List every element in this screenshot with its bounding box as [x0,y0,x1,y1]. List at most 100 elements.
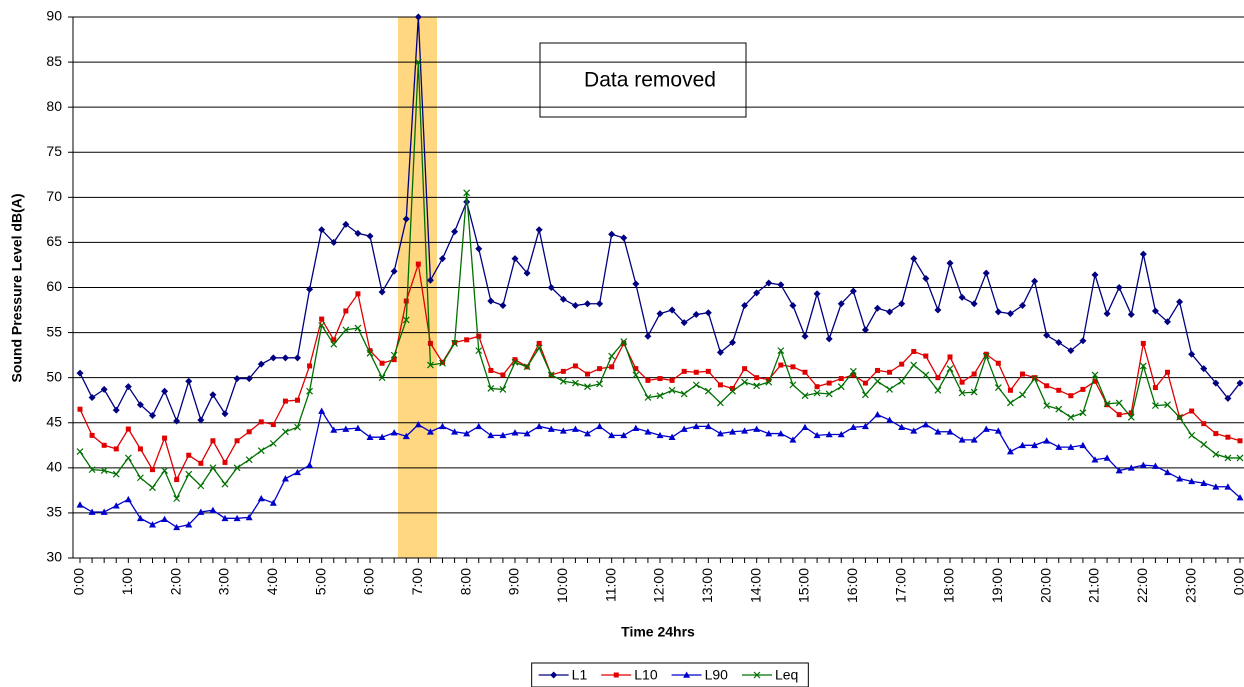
point [113,446,119,452]
point [837,383,845,391]
point [1200,440,1208,448]
point [704,387,712,395]
point [173,523,181,531]
point [355,291,361,297]
point [209,391,217,399]
point [704,422,712,430]
point [366,349,374,357]
point [802,369,808,375]
point [257,447,265,455]
x-tick-label: 19:00 [989,568,1005,603]
annotation-box [539,42,747,118]
y-tick-label: 65 [46,233,62,249]
point [318,226,326,234]
point [813,431,821,439]
point [934,428,942,435]
point [88,466,96,474]
point [801,423,809,431]
point [294,468,301,476]
point [584,430,591,437]
point [559,295,567,303]
point [825,430,833,438]
point [668,433,676,440]
point [958,389,966,397]
point [717,382,723,388]
point [1103,310,1111,318]
point [922,371,930,379]
point [499,385,507,393]
point [463,189,471,197]
point [584,300,591,308]
point [331,337,337,343]
point [1201,421,1207,427]
point [861,391,869,399]
point [76,369,84,377]
legend-label: L1 [572,667,588,683]
point [245,375,253,383]
point [233,464,241,472]
point [692,422,700,430]
point [390,351,398,359]
point [716,348,724,356]
point [1043,437,1051,444]
point [958,436,966,443]
x-tick-label: 22:00 [1134,568,1150,603]
point [898,377,906,385]
point [1139,250,1147,258]
point [753,425,761,432]
point [1212,379,1220,387]
y-tick-label: 90 [46,8,62,24]
point [547,284,555,291]
point [813,290,821,298]
point [668,306,676,314]
point [426,428,434,435]
point [488,367,494,373]
point [354,424,362,431]
point [813,389,821,397]
point [1055,405,1063,413]
point [1019,441,1026,449]
point [366,232,374,240]
point [875,367,880,373]
point [1044,383,1050,389]
point [982,352,990,360]
point [669,377,675,383]
point [970,436,978,443]
point [439,359,446,367]
point [281,428,289,436]
point [342,425,350,432]
point [874,304,881,312]
point [849,367,857,375]
point [632,371,640,379]
point [825,335,833,343]
point [887,369,893,375]
point [729,428,736,435]
point [1128,410,1134,416]
point [596,422,604,430]
point [814,384,820,390]
point [692,311,700,319]
point [100,467,108,474]
point [934,386,942,394]
point [499,431,507,439]
point [124,454,132,462]
point [994,384,1002,392]
point [922,274,930,282]
point [427,340,433,346]
point [1080,386,1086,392]
point [656,392,664,400]
point [1224,483,1232,490]
point [704,309,712,317]
point [439,255,446,263]
point [306,285,314,293]
point [1031,441,1039,449]
point [150,467,155,473]
x-tick-label: 0:00 [1231,568,1244,595]
point [765,279,773,287]
point [282,398,288,404]
point [886,308,894,316]
point [402,316,410,324]
point [547,425,555,432]
point [874,411,881,418]
